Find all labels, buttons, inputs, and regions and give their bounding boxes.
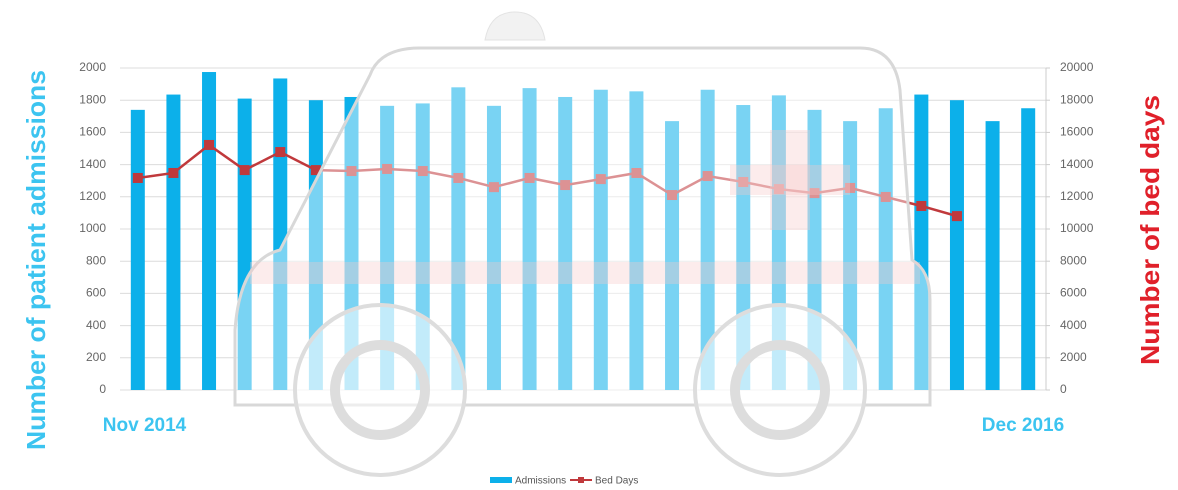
bar (202, 72, 217, 391)
bar (914, 94, 929, 390)
line-marker (204, 139, 215, 150)
x-tick-label: Nov 2014 (103, 415, 187, 436)
line-marker (346, 166, 357, 177)
y2-tick-label: 16000 (1060, 125, 1094, 139)
y2-tick-label: 10000 (1060, 221, 1094, 235)
line-marker (595, 174, 606, 185)
legend-swatch (490, 477, 512, 483)
y2-tick-label: 14000 (1060, 157, 1094, 171)
line-marker (453, 172, 464, 183)
bar (1021, 108, 1036, 390)
line-marker (275, 147, 286, 158)
bar (629, 91, 644, 390)
y-tick-label: 1200 (79, 189, 106, 203)
y-tick-label: 800 (86, 253, 106, 267)
bar (949, 100, 964, 390)
bar (522, 88, 537, 390)
bar (665, 121, 680, 390)
bar (486, 105, 501, 391)
line-marker (132, 172, 143, 183)
line-marker (773, 184, 784, 195)
bar (130, 109, 145, 391)
y2-tick-label: 18000 (1060, 92, 1094, 106)
line-marker (845, 182, 856, 193)
y-tick-label: 1800 (79, 92, 106, 106)
bar (985, 121, 1000, 390)
legend-marker (578, 477, 584, 483)
line-marker (667, 190, 678, 201)
line-marker (702, 171, 713, 182)
y-tick-label: 600 (86, 286, 106, 300)
line-marker (880, 191, 891, 202)
y-tick-label: 2000 (79, 60, 106, 74)
line-marker (631, 167, 642, 178)
line-marker (809, 188, 820, 199)
bar (166, 94, 181, 390)
line-marker (560, 180, 571, 191)
y-tick-label: 1400 (79, 157, 106, 171)
ambulance-overlay (233, 11, 932, 477)
bar (558, 96, 573, 390)
line-marker (310, 165, 321, 176)
line-marker (524, 172, 535, 183)
line-marker (382, 163, 393, 174)
line-marker (951, 211, 962, 222)
y-tick-label: 0 (99, 382, 106, 396)
line-marker (417, 166, 428, 177)
y2-tick-label: 6000 (1060, 286, 1087, 300)
bar (700, 89, 715, 391)
y2-axis-title: Number of bed days (1135, 95, 1165, 365)
y-tick-label: 400 (86, 318, 106, 332)
line-marker (488, 182, 499, 193)
y-tick-label: 1600 (79, 125, 106, 139)
bar (878, 108, 893, 390)
y2-tick-label: 4000 (1060, 318, 1087, 332)
x-tick-label: Dec 2016 (982, 415, 1064, 436)
y-tick-label: 200 (86, 350, 106, 364)
line-marker (239, 165, 250, 176)
bar (593, 89, 608, 391)
y2-tick-label: 0 (1060, 382, 1067, 396)
legend-label: Bed Days (595, 476, 638, 487)
line-marker (168, 167, 179, 178)
legend-label: Admissions (515, 476, 566, 487)
line-marker (916, 200, 927, 211)
y-tick-label: 1000 (79, 221, 106, 235)
y2-tick-label: 12000 (1060, 189, 1094, 203)
y2-tick-label: 8000 (1060, 253, 1087, 267)
y-axis-title: Number of patient admissions (21, 70, 51, 450)
y2-tick-label: 2000 (1060, 350, 1087, 364)
y2-tick-label: 20000 (1060, 60, 1094, 74)
line-marker (738, 176, 749, 187)
line (137, 143, 958, 218)
bar (451, 87, 466, 390)
